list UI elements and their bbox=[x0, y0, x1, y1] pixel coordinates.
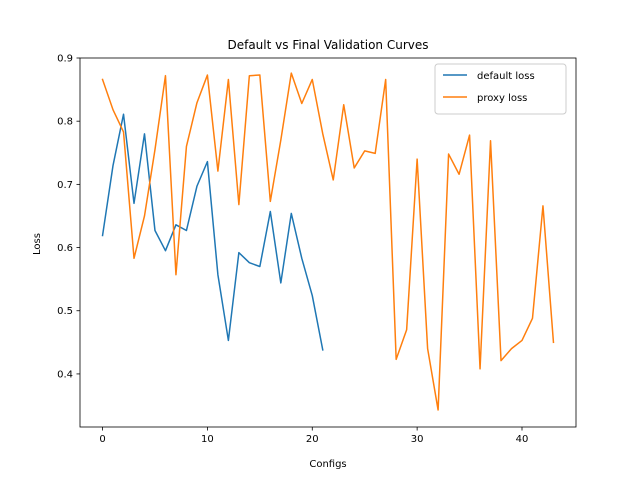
y-tick-label: 0.6 bbox=[57, 243, 73, 254]
legend-box bbox=[434, 63, 567, 115]
y-axis-label: Loss bbox=[32, 233, 43, 255]
legend: default loss proxy loss bbox=[434, 63, 567, 115]
proxy-loss-line bbox=[101, 72, 555, 411]
y-tick-label: 0.5 bbox=[57, 306, 73, 317]
x-tick-label: 10 bbox=[201, 434, 214, 445]
default-loss-line bbox=[101, 113, 324, 351]
x-axis-ticks: 0 10 20 30 40 bbox=[99, 427, 528, 445]
series-layer bbox=[101, 72, 555, 411]
x-tick-label: 0 bbox=[99, 434, 105, 445]
y-tick-label: 0.9 bbox=[57, 54, 73, 65]
x-tick-label: 40 bbox=[516, 434, 529, 445]
legend-label-default-loss: default loss bbox=[477, 71, 535, 82]
x-tick-label: 20 bbox=[306, 434, 319, 445]
chart-title: Default vs Final Validation Curves bbox=[227, 38, 428, 52]
x-axis-label: Configs bbox=[309, 459, 346, 470]
y-tick-label: 0.4 bbox=[57, 369, 73, 380]
y-tick-label: 0.7 bbox=[57, 180, 73, 191]
y-tick-label: 0.8 bbox=[57, 117, 73, 128]
legend-label-proxy-loss: proxy loss bbox=[477, 93, 527, 104]
x-tick-label: 30 bbox=[411, 434, 424, 445]
y-axis-ticks: 0.4 0.5 0.6 0.7 0.8 0.9 bbox=[57, 54, 80, 380]
plot-frame bbox=[79, 57, 577, 428]
